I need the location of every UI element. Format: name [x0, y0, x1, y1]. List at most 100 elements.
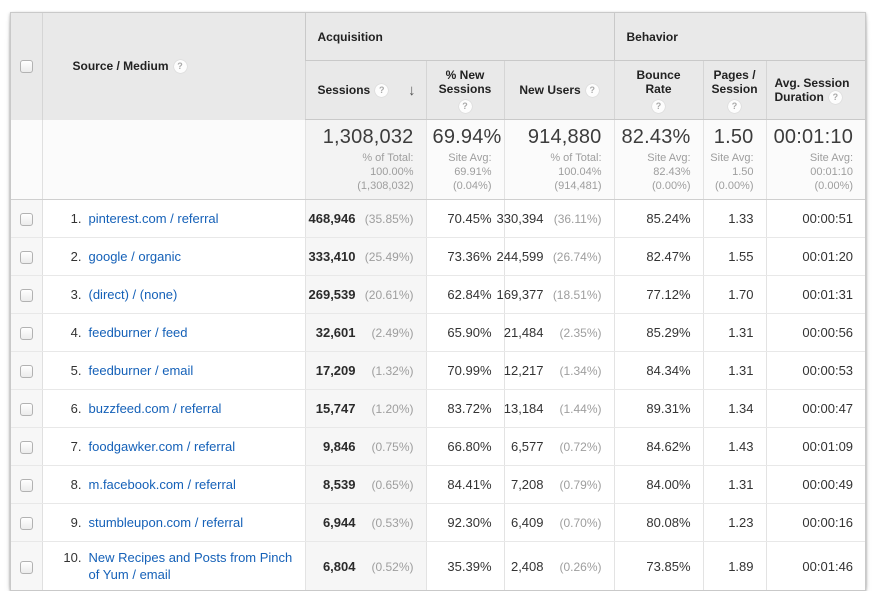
help-icon[interactable]: ? — [173, 60, 187, 74]
source-medium-link[interactable]: New Recipes and Posts from Pinch of Yum … — [88, 550, 293, 582]
source-medium-label: Source / Medium — [72, 59, 169, 74]
select-all-checkbox[interactable] — [19, 60, 33, 74]
row-index: 3. — [70, 287, 82, 302]
behavior-label: Behavior — [626, 29, 678, 44]
new-users-cell: 12,217 (1.34%) — [503, 351, 615, 390]
new-users-cell: 244,599 (26.74%) — [497, 237, 615, 276]
column-header-pct-new-sessions[interactable]: % New Sessions ? — [425, 60, 504, 120]
bounce-rate-cell: 85.29% — [613, 313, 704, 352]
avg-duration-cell: 00:00:53 — [765, 351, 866, 390]
avg-duration-value: 00:01:20 — [802, 249, 854, 264]
new-users-cell: 2,408 (0.26%) — [503, 541, 615, 590]
row-checkbox[interactable] — [19, 365, 33, 379]
row-select-cell — [11, 427, 43, 466]
source-medium-link[interactable]: (direct) / (none) — [88, 287, 178, 302]
source-medium-link[interactable]: feedburner / feed — [88, 325, 188, 340]
help-icon[interactable]: ? — [828, 91, 842, 105]
bounce-rate-cell: 84.00% — [613, 465, 704, 504]
row-index: 2. — [70, 249, 82, 264]
avg-duration-cell: 00:00:47 — [765, 389, 866, 428]
help-icon[interactable]: ? — [728, 99, 742, 113]
bounce-rate-cell: 80.08% — [613, 503, 704, 542]
source-medium-link[interactable]: foodgawker.com / referral — [88, 439, 236, 454]
summary-pct-new-sessions-note: Site Avg: 69.91% (0.04%) — [448, 152, 492, 192]
row-checkbox[interactable] — [19, 403, 33, 417]
source-medium-link[interactable]: m.facebook.com / referral — [88, 477, 236, 492]
bounce-rate-cell: 82.47% — [613, 237, 704, 276]
pct-new-sessions-cell: 65.90% — [425, 313, 504, 352]
row-checkbox[interactable] — [19, 289, 33, 303]
table-row: 5. feedburner / email 17,209 (1.32%) 70.… — [11, 351, 866, 390]
column-header-bounce-rate[interactable]: Bounce Rate ? — [613, 60, 704, 120]
bounce-rate-cell: 89.31% — [613, 389, 704, 428]
summary-empty-source — [42, 119, 305, 200]
avg-duration-value: 00:00:56 — [802, 325, 854, 340]
column-header-source-medium[interactable]: Source / Medium? — [42, 13, 305, 120]
row-checkbox[interactable] — [19, 327, 33, 341]
pages-session-value: 1.33 — [728, 211, 754, 226]
row-checkbox[interactable] — [19, 479, 33, 493]
sessions-percent: (20.61%) — [364, 288, 414, 302]
sessions-cell: 32,601 (2.49%) — [304, 313, 426, 352]
new-users-cell: 21,484 (2.35%) — [503, 313, 615, 352]
row-checkbox[interactable] — [19, 251, 33, 265]
avg-duration-cell: 00:00:49 — [765, 465, 866, 504]
bounce-rate-cell: 85.24% — [613, 199, 704, 238]
bounce-rate-value: 85.24% — [646, 211, 691, 226]
bounce-rate-value: 89.31% — [646, 401, 691, 416]
source-cell: 9. stumbleupon.com / referral — [42, 503, 305, 542]
row-index: 1. — [70, 211, 82, 226]
new-users-value: 2,408 — [510, 558, 544, 574]
source-medium-link[interactable]: google / organic — [88, 249, 182, 264]
acquisition-label: Acquisition — [317, 29, 383, 44]
row-checkbox[interactable] — [19, 517, 33, 531]
row-checkbox[interactable] — [19, 213, 33, 227]
help-icon[interactable]: ? — [585, 84, 599, 98]
source-cell: 3. (direct) / (none) — [42, 275, 305, 314]
sort-descending-icon[interactable]: ↓ — [408, 81, 416, 99]
source-cell: 1. pinterest.com / referral — [42, 199, 305, 238]
avg-session-duration-label: Avg. Session Duration — [774, 75, 850, 104]
pages-session-cell: 1.33 — [702, 199, 767, 238]
summary-new-users-value: 914,880 — [527, 126, 602, 148]
source-medium-link[interactable]: feedburner / email — [88, 363, 194, 378]
pct-new-sessions-value: 70.99% — [447, 363, 492, 378]
bounce-rate-value: 80.08% — [646, 515, 691, 530]
source-medium-link[interactable]: buzzfeed.com / referral — [88, 401, 222, 416]
table-body: 1. pinterest.com / referral 468,946 (35.… — [11, 199, 866, 590]
column-header-pages-session[interactable]: Pages / Session ? — [702, 60, 767, 120]
source-cell: 2. google / organic — [42, 237, 305, 276]
new-users-percent: (36.11%) — [553, 212, 602, 226]
new-users-percent: (0.26%) — [559, 559, 602, 574]
help-icon[interactable]: ? — [652, 99, 666, 113]
avg-duration-cell: 00:00:16 — [765, 503, 866, 542]
avg-duration-cell: 00:01:31 — [765, 275, 866, 314]
row-checkbox[interactable] — [19, 441, 33, 455]
pct-new-sessions-value: 70.45% — [447, 211, 492, 226]
row-checkbox[interactable] — [19, 560, 33, 574]
column-header-sessions[interactable]: Sessions? ↓ — [304, 60, 426, 120]
avg-duration-value: 00:00:49 — [802, 477, 854, 492]
help-icon[interactable]: ? — [375, 83, 389, 97]
summary-pct-new-sessions-value: 69.94% — [432, 126, 502, 148]
sessions-cell: 468,946 (35.85%) — [304, 199, 426, 238]
new-users-percent: (18.51%) — [552, 288, 602, 302]
column-header-row: Sessions? ↓ % New Sessions ? New Users? … — [11, 60, 866, 120]
sessions-value: 6,804 — [322, 558, 356, 574]
bounce-rate-cell: 84.34% — [613, 351, 704, 390]
pct-new-sessions-cell: 70.99% — [425, 351, 504, 390]
source-medium-link[interactable]: stumbleupon.com / referral — [88, 515, 244, 530]
row-select-cell — [11, 541, 43, 590]
pages-session-cell: 1.31 — [702, 351, 767, 390]
new-users-percent: (0.72%) — [559, 440, 602, 454]
column-header-avg-session-duration[interactable]: Avg. Session Duration? — [765, 60, 866, 120]
table-row: 8. m.facebook.com / referral 8,539 (0.65… — [11, 465, 866, 504]
source-medium-link[interactable]: pinterest.com / referral — [88, 211, 219, 226]
new-users-cell: 13,184 (1.44%) — [503, 389, 615, 428]
row-select-cell — [11, 237, 43, 276]
column-header-new-users[interactable]: New Users? — [503, 60, 615, 120]
new-users-value: 12,217 — [503, 363, 544, 378]
help-icon[interactable]: ? — [458, 99, 472, 113]
pages-session-value: 1.55 — [728, 249, 754, 264]
summary-avg-duration-cell: 00:01:10 Site Avg: 00:01:10 (0.00%) — [765, 119, 866, 200]
